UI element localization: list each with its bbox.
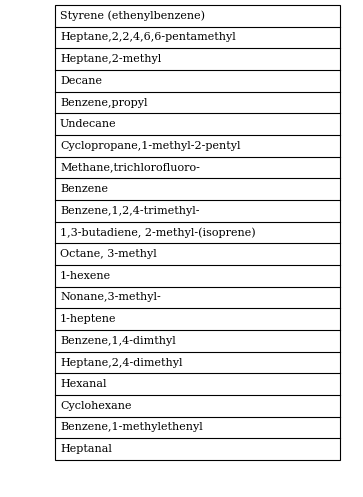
Text: Heptanal: Heptanal [60,444,112,454]
Text: Decane: Decane [60,76,102,86]
Text: 1,3-butadiene, 2-methyl-(isoprene): 1,3-butadiene, 2-methyl-(isoprene) [60,227,256,238]
Text: Benzene,1,2,4-trimethyl-: Benzene,1,2,4-trimethyl- [60,206,200,216]
Text: Octane, 3-methyl: Octane, 3-methyl [60,249,157,259]
Text: Benzene: Benzene [60,184,108,194]
Text: Benzene,propyl: Benzene,propyl [60,97,147,107]
Text: 1-heptene: 1-heptene [60,314,117,324]
Text: Nonane,3-methyl-: Nonane,3-methyl- [60,293,161,303]
Text: Heptane,2,2,4,6,6-pentamethyl: Heptane,2,2,4,6,6-pentamethyl [60,32,236,43]
Text: 1-hexene: 1-hexene [60,271,111,281]
Text: Cyclohexane: Cyclohexane [60,401,131,411]
Text: Styrene (ethenylbenzene): Styrene (ethenylbenzene) [60,10,205,21]
Bar [55,5,340,460]
Text: Heptane,2-methyl: Heptane,2-methyl [60,54,161,64]
Text: Benzene,1-methylethenyl: Benzene,1-methylethenyl [60,422,203,432]
Text: Methane,trichlorofluoro-: Methane,trichlorofluoro- [60,163,200,172]
Text: Undecane: Undecane [60,119,117,129]
Text: Heptane,2,4-dimethyl: Heptane,2,4-dimethyl [60,357,183,367]
Text: Benzene,1,4-dimthyl: Benzene,1,4-dimthyl [60,336,176,346]
Text: Cyclopropane,1-methyl-2-pentyl: Cyclopropane,1-methyl-2-pentyl [60,141,241,151]
Text: Hexanal: Hexanal [60,379,106,389]
